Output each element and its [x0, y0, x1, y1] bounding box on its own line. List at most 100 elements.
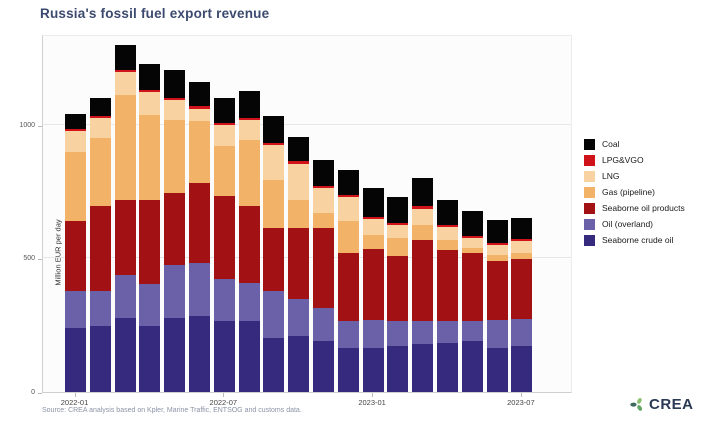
bar-segment — [65, 291, 86, 329]
bar-2022-12 — [337, 169, 359, 392]
bar-segment — [189, 106, 210, 109]
x-tick-mark — [520, 393, 522, 397]
bar-segment — [486, 244, 508, 255]
bar-segment — [89, 206, 111, 292]
bar-2023-03 — [412, 178, 434, 392]
x-tick-label: 2022-01 — [60, 398, 89, 407]
y-tick-mark — [38, 393, 42, 394]
bar-segment — [238, 139, 260, 207]
bar-segment — [139, 284, 161, 327]
legend-label: LNG — [602, 171, 620, 181]
bar-segment — [337, 321, 359, 348]
bar-segment — [114, 199, 136, 275]
bar-segment — [437, 226, 458, 240]
plot-area: Million EUR per day — [42, 35, 572, 393]
bar-segment — [213, 98, 235, 123]
bar-segment — [189, 108, 210, 122]
y-tick-label: 1000 — [19, 121, 35, 129]
bar-segment — [288, 136, 310, 162]
bar-segment — [89, 138, 111, 207]
bar-segment — [213, 125, 235, 147]
bar-segment — [313, 213, 334, 229]
bar-segment — [238, 91, 260, 119]
bar-segment — [461, 321, 483, 342]
legend-label: Seaborne oil products — [602, 203, 685, 213]
legend-item: Coal — [584, 136, 685, 152]
bar-segment — [65, 129, 86, 132]
bar-segment — [263, 145, 285, 180]
bar-segment — [189, 316, 210, 392]
bar-segment — [511, 259, 533, 320]
legend: Coal LPG&VGO LNG Gas (pipeline) Seaborne oil… — [584, 136, 685, 248]
bar-segment — [486, 347, 508, 392]
legend-item: Seaborne oil products — [584, 200, 685, 216]
y-tick-mark — [38, 125, 42, 127]
legend-item: LPG&VGO — [584, 152, 685, 168]
bar-segment — [437, 321, 458, 343]
bar-segment — [139, 326, 161, 392]
bar-segment — [288, 336, 310, 392]
legend-swatch — [584, 234, 595, 246]
bar-segment — [139, 199, 161, 285]
legend-label: Seaborne crude oil — [602, 235, 674, 245]
bar-segment — [511, 252, 533, 260]
bar-segment — [263, 143, 285, 146]
y-tick-label: 0 — [31, 389, 35, 396]
bar-segment — [362, 216, 384, 219]
bar-segment — [511, 217, 533, 240]
bar-segment — [89, 115, 111, 119]
bar-segment — [213, 146, 235, 197]
bar-segment — [238, 118, 260, 121]
bar-segment — [461, 341, 483, 392]
bar-segment — [238, 282, 260, 322]
bar-2022-02 — [89, 98, 111, 392]
bar-2023-01 — [362, 188, 384, 392]
bar-segment — [437, 224, 458, 227]
legend-swatch — [584, 154, 595, 166]
bar-segment — [164, 119, 186, 194]
bar-segment — [461, 238, 483, 248]
bar-segment — [511, 239, 533, 242]
bar-segment — [511, 346, 533, 392]
bar-segment — [437, 342, 458, 392]
x-tick-label: 2023-01 — [358, 398, 386, 407]
bar-segment — [189, 182, 210, 263]
bar-2023-06 — [486, 219, 508, 392]
gridline — [43, 123, 571, 125]
bar-segment — [511, 319, 533, 346]
bar-segment — [337, 169, 359, 195]
bar-segment — [486, 219, 508, 243]
bar-2023-07 — [511, 217, 533, 392]
bar-segment — [263, 291, 285, 338]
bar-segment — [387, 346, 409, 392]
bar-2022-09 — [263, 116, 285, 392]
legend-swatch — [584, 186, 595, 198]
bar-segment — [511, 241, 533, 253]
bar-segment — [412, 344, 434, 392]
y-tick-mark — [38, 259, 42, 261]
bar-segment — [362, 218, 384, 235]
bar-segment — [263, 116, 285, 144]
bar-segment — [139, 63, 161, 91]
bar-segment — [461, 211, 483, 237]
bar-segment — [412, 239, 434, 322]
bar-segment — [362, 234, 384, 250]
source-note: Source: CREA analysis based on Kpler, Ma… — [42, 407, 302, 414]
bar-segment — [313, 188, 334, 214]
legend-item: Gas (pipeline) — [584, 184, 685, 200]
legend-item: LNG — [584, 168, 685, 184]
bar-segment — [139, 90, 161, 93]
bar-segment — [213, 279, 235, 322]
crea-swirl-icon — [630, 397, 643, 411]
bar-segment — [412, 178, 434, 207]
bar-segment — [313, 228, 334, 309]
bar-segment — [461, 236, 483, 239]
bar-segment — [362, 347, 384, 392]
bar-segment — [114, 274, 136, 318]
bar-segment — [189, 262, 210, 317]
bar-segment — [288, 199, 310, 229]
crea-logo: CREA — [630, 396, 694, 413]
legend-item: Seaborne crude oil — [584, 232, 685, 248]
bar-segment — [263, 337, 285, 392]
bar-segment — [412, 208, 434, 225]
